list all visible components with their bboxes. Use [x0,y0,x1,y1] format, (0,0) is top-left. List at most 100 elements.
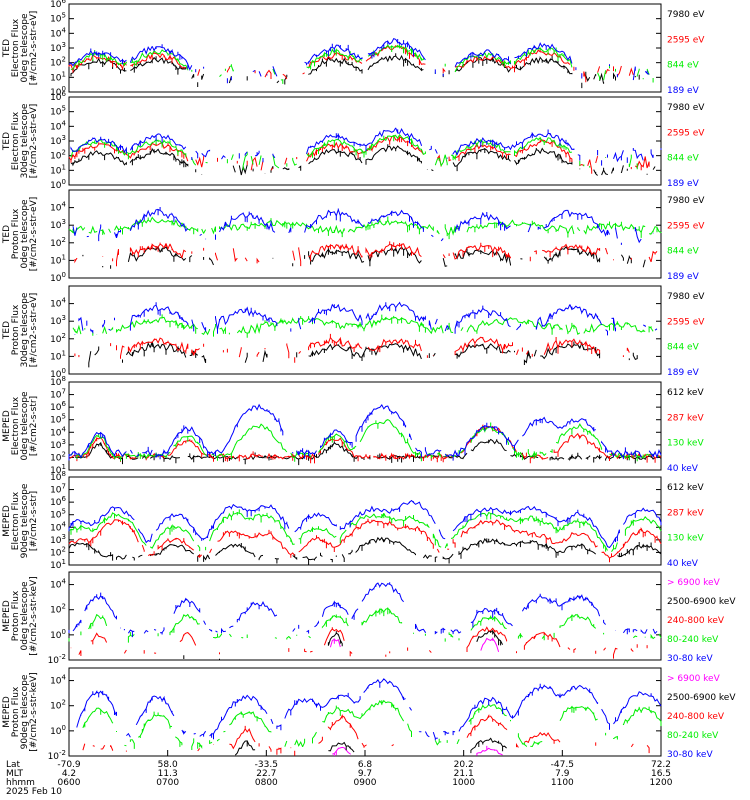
footer-row-label: hhmm [6,778,35,788]
footer-value: 11.3 [158,769,178,779]
legend-entry: 2595 eV [667,221,705,231]
series-line-1 [68,536,662,565]
y-tick-label: 104 [50,119,66,132]
y-tick-label: 102 [50,699,66,712]
panel-3: 100 101 102 103 104 TEDProton Flux0deg telesc… [2,189,705,284]
series-line-4 [68,403,662,461]
y-tick-label: 103 [50,41,66,54]
series-line-2 [77,738,635,756]
y-axis-label: TEDProton Flux30deg telescope[#/cm2-s-st… [2,292,39,367]
legend-entry: 240-800 keV [667,616,725,626]
y-tick-label: 101 [50,253,66,266]
y-tick-label: 100 [50,628,66,641]
y-axis-label: TEDProton Flux0deg telescope[#/cm2-s-str… [2,197,39,272]
series-line-1 [68,438,662,466]
series-line-2 [74,241,658,267]
y-tick-label: 102 [50,450,66,463]
y-tick-label: 104 [50,578,66,591]
legend-entry: 612 keV [667,483,704,493]
series-line-1 [82,244,646,269]
series-line-4 [68,37,650,84]
series-line-2 [69,46,659,82]
y-tick-label: 102 [50,56,66,69]
y-axis-label: TEDElectron Flux0deg telescope[#/cm2-s-s… [2,11,39,86]
y-tick-label: 106 [50,0,66,10]
footer-value: 0800 [255,778,278,788]
series-line-1 [332,746,587,756]
legend-entry: 7980 eV [667,196,705,206]
footer-value: 0600 [58,778,81,788]
legend-entry: 844 eV [667,343,700,353]
panel-frame [68,3,662,93]
series-line-1 [71,144,659,176]
y-tick-label: 100 [50,724,66,737]
panel-frame [68,285,662,375]
series-line-5 [68,582,658,638]
legend-entry: 80-240 keV [667,731,719,741]
y-tick-label: 103 [50,218,66,231]
series-line-3 [71,135,657,170]
y-axis-label: MEPEDProton Flux0deg telescope[#/cm2-s-s… [2,576,39,655]
series-line-4 [73,207,659,245]
y-tick-label: 106 [50,90,66,103]
legend-entry: 844 eV [667,154,700,164]
legend-entry: 7980 eV [667,292,705,302]
y-tick-label: 101 [50,163,66,176]
series-line-3 [68,216,662,240]
series-line-1 [170,639,616,661]
series-line-4 [70,127,662,166]
y-tick-label: 103 [50,438,66,451]
legend-entry: 240-800 keV [667,712,725,722]
legend-entry: 30-80 keV [667,750,713,760]
series-line-3 [73,314,657,337]
series-line-1 [71,53,645,88]
panel-7: 10-2 100 102 104 MEPEDProton Flux0deg telesc… [2,571,736,666]
y-tick-label: 100 [50,178,66,191]
y-tick-label: 102 [50,149,66,162]
y-axis-label: MEPEDProton Flux90deg telescope[#/cm2-s-… [2,672,39,751]
y-tick-label: 108 [50,470,66,483]
panel-frame [68,571,662,661]
legend-entry: 287 keV [667,413,704,423]
series-line-4 [68,607,662,643]
footer-value: 58.0 [158,760,178,770]
y-tick-label: 105 [50,12,66,25]
legend-entry: 2595 eV [667,317,705,327]
legend-entry: 612 keV [667,388,704,398]
y-tick-label: 101 [50,349,66,362]
footer-value: 0900 [354,778,377,788]
series-line-3 [82,713,650,756]
footer-value: 20.2 [454,760,474,770]
legend-entry: 2500-6900 keV [667,597,736,607]
legend-entry: 80-240 keV [667,635,719,645]
legend-entry: 40 keV [667,464,699,474]
legend-entry: 130 keV [667,534,704,544]
legend-entry: 844 eV [667,247,700,257]
y-tick-label: 105 [50,508,66,521]
panel-frame [68,189,662,279]
y-tick-label: 104 [50,674,66,687]
series-line-2 [75,334,651,363]
footer-value: 16.5 [651,769,671,779]
panel-8: 10-2 100 102 104 MEPEDProton Flux90deg teles… [2,667,736,762]
y-tick-label: 100 [50,85,66,98]
y-axis-label: TEDElectron Flux30deg telescope[#/cm2-s-… [2,103,39,178]
legend-entry: 30-80 keV [667,654,713,664]
legend-entry: 7980 eV [667,103,705,113]
series-line-3 [71,627,653,658]
series-line-2 [68,518,662,563]
y-tick-label: 107 [50,388,66,401]
y-tick-label: 108 [50,375,66,388]
legend-entry: 2595 eV [667,128,705,138]
y-tick-label: 106 [50,400,66,413]
footer-value: 0700 [156,778,179,788]
y-tick-label: 106 [50,495,66,508]
footer-value: -47.5 [551,760,574,770]
legend-entry: 287 keV [667,508,704,518]
y-tick-label: 103 [50,533,66,546]
y-tick-label: 100 [50,271,66,284]
